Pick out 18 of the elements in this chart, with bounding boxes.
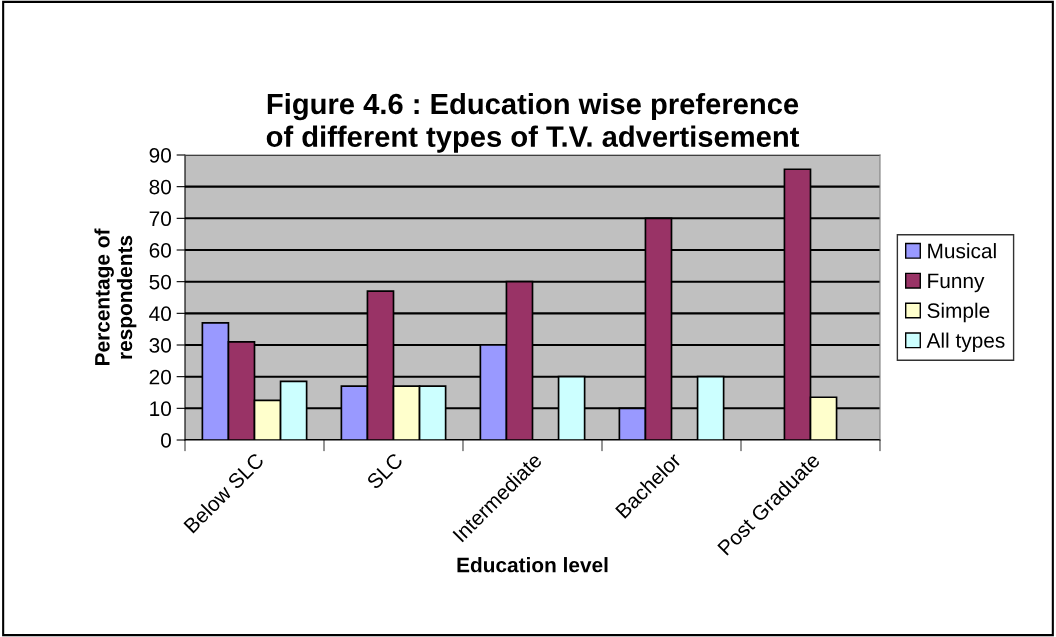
- x-axis-title: Education level: [457, 557, 608, 573]
- y-tick-label: 70: [149, 211, 171, 227]
- y-axis-title: Percentage of respondents: [94, 228, 137, 365]
- legend-label: Simple: [927, 302, 990, 323]
- y-tick-label: 80: [149, 179, 171, 195]
- y-tick-label: 60: [149, 243, 171, 258]
- y-tick-label: 20: [149, 369, 171, 385]
- y-tick-label: 90: [149, 148, 171, 163]
- x-tick-label: SLC: [365, 452, 404, 490]
- y-tick-label: 0: [161, 433, 171, 448]
- chart-title: Figure 4.6 : Education wise preference of different types of T.V. advertisement: [266, 92, 800, 153]
- legend-label: All types: [926, 332, 1005, 352]
- y-tick-label: 50: [149, 274, 171, 290]
- y-tick-label: 40: [149, 306, 171, 322]
- y-tick-label: 30: [149, 338, 171, 353]
- legend-label: Funny: [928, 273, 985, 293]
- legend-label: Musical: [928, 243, 996, 259]
- y-tick-label: 10: [150, 401, 171, 417]
